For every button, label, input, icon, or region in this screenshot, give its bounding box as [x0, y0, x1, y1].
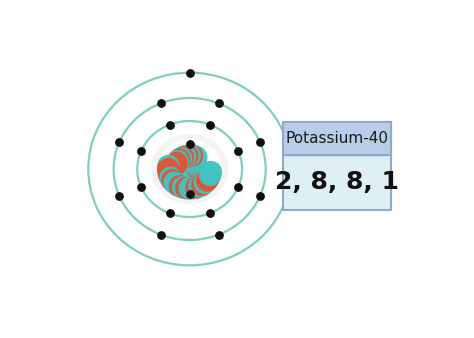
Point — [179, 154, 187, 160]
Point — [192, 162, 200, 168]
Point — [199, 182, 206, 187]
Point — [167, 175, 174, 180]
Point — [174, 159, 182, 164]
Point — [186, 141, 193, 146]
Point — [186, 70, 193, 75]
Point — [173, 160, 181, 166]
Point — [166, 122, 173, 127]
Point — [256, 139, 264, 145]
Text: Potassium-40: Potassium-40 — [285, 131, 388, 146]
Point — [206, 211, 213, 216]
Point — [182, 186, 190, 191]
Point — [172, 162, 180, 168]
Point — [205, 175, 213, 180]
Point — [171, 180, 178, 186]
Point — [189, 186, 197, 191]
Point — [186, 186, 193, 191]
Point — [168, 178, 176, 183]
Point — [193, 165, 201, 171]
Point — [191, 161, 198, 166]
Bar — [283, 122, 391, 210]
Point — [206, 172, 214, 178]
Text: 2, 8, 8, 1: 2, 8, 8, 1 — [275, 170, 399, 194]
Point — [215, 232, 223, 237]
Point — [183, 153, 191, 159]
Point — [157, 232, 164, 237]
Point — [191, 162, 199, 167]
Point — [192, 185, 200, 190]
Point — [173, 182, 181, 187]
Point — [196, 184, 203, 189]
Point — [157, 101, 164, 106]
Point — [116, 193, 123, 199]
Ellipse shape — [152, 135, 228, 203]
Point — [201, 180, 209, 186]
Point — [256, 193, 264, 199]
Point — [234, 148, 242, 153]
Point — [137, 185, 145, 190]
Point — [137, 148, 145, 153]
Bar — [283, 122, 391, 155]
Point — [191, 154, 198, 159]
Point — [192, 163, 200, 169]
Point — [188, 153, 196, 159]
Point — [215, 101, 223, 106]
Point — [206, 122, 213, 127]
Point — [203, 178, 211, 183]
Point — [193, 164, 201, 170]
Point — [164, 169, 172, 175]
Point — [175, 157, 183, 162]
Point — [177, 155, 185, 161]
Point — [192, 154, 200, 160]
Point — [176, 184, 184, 189]
Point — [164, 166, 172, 172]
Point — [207, 169, 215, 175]
Point — [234, 185, 242, 190]
Point — [186, 166, 193, 172]
Point — [186, 192, 193, 197]
Point — [116, 139, 123, 145]
Point — [165, 172, 173, 178]
Point — [164, 163, 172, 169]
Point — [182, 154, 189, 159]
Ellipse shape — [158, 140, 221, 198]
Point — [186, 153, 193, 159]
Point — [166, 211, 173, 216]
Point — [179, 185, 187, 190]
